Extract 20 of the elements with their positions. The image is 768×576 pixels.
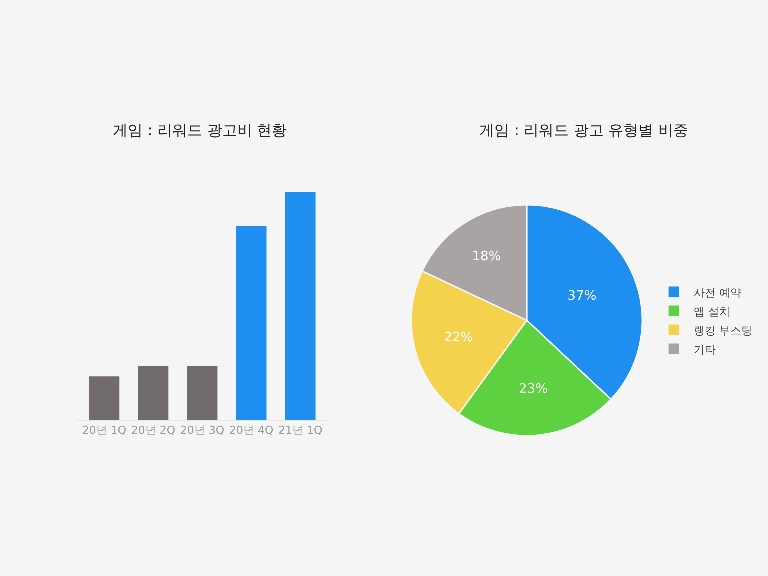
legend-label: 앱 설치 bbox=[694, 305, 731, 318]
bar bbox=[138, 366, 169, 420]
x-tick-label: 20년 3Q bbox=[180, 424, 225, 438]
x-tick-label: 20년 4Q bbox=[229, 424, 274, 438]
x-tick-label: 20년 2Q bbox=[131, 424, 176, 438]
legend-label: 사전 예약 bbox=[694, 286, 742, 300]
data-label: 23% bbox=[519, 382, 548, 398]
chart-title: 게임 : 리워드 광고 유형별 비중 bbox=[480, 121, 688, 140]
data-label: 37% bbox=[568, 289, 597, 304]
data-label: 22% bbox=[444, 330, 474, 346]
data-label: 18% bbox=[472, 250, 502, 265]
bar bbox=[89, 376, 120, 420]
chart-title: 게임 : 리워드 광고비 현황 bbox=[112, 121, 288, 140]
x-tick-label: 20년 1Q bbox=[82, 424, 127, 438]
bar bbox=[236, 226, 267, 420]
bar bbox=[187, 366, 218, 420]
bar bbox=[285, 192, 316, 420]
legend-label: 랭킹 부스팅 bbox=[694, 324, 753, 338]
x-tick-label: 21년 1Q bbox=[278, 424, 323, 438]
legend-label: 기타 bbox=[694, 343, 716, 356]
